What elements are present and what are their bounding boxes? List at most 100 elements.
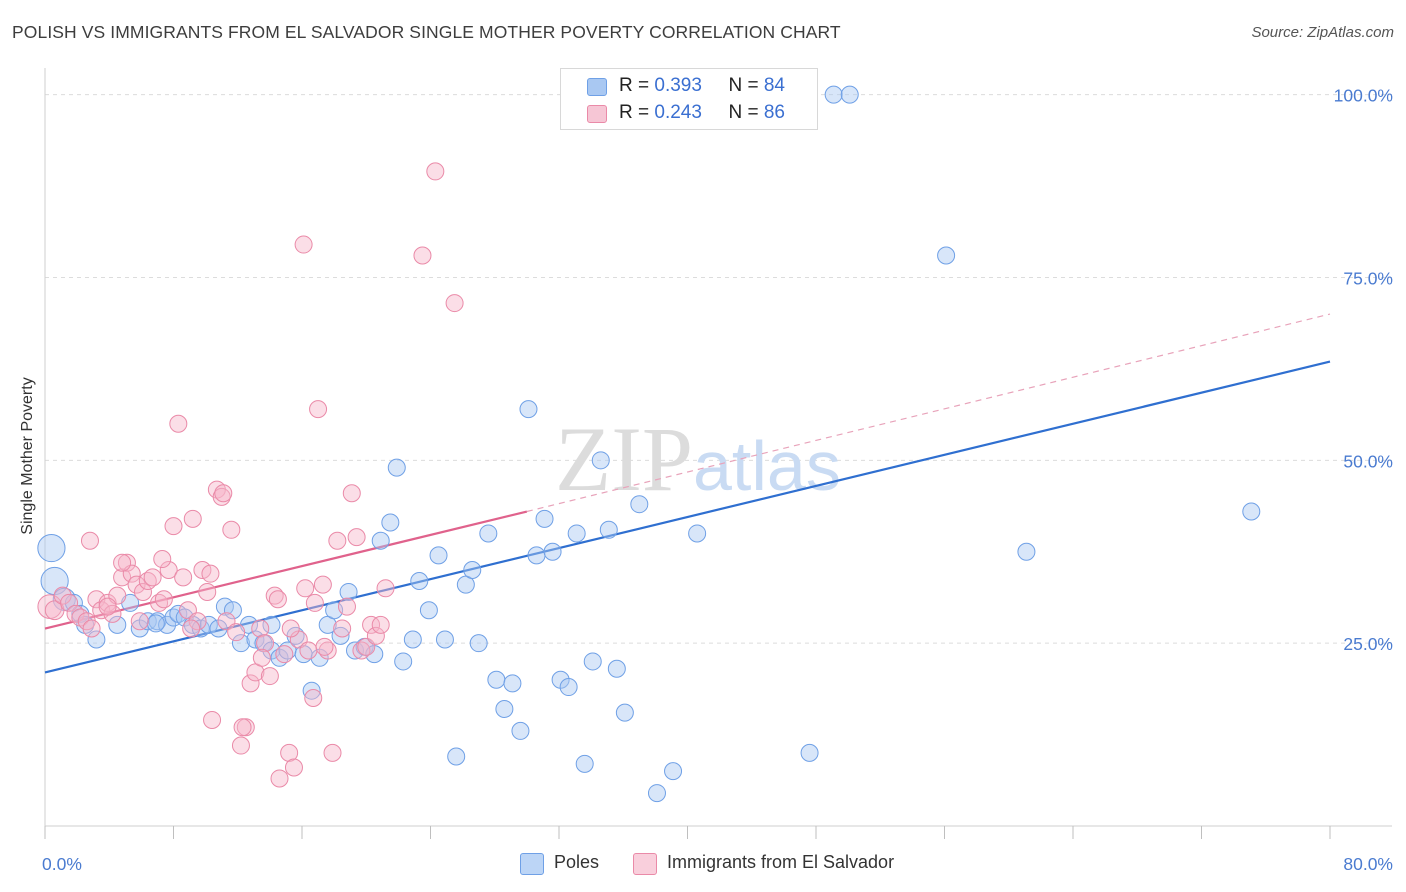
data-point bbox=[146, 614, 165, 633]
data-point bbox=[371, 531, 390, 550]
data-point bbox=[82, 619, 101, 638]
data-point bbox=[394, 652, 413, 671]
y-axis-label: Single Mother Poverty bbox=[19, 377, 36, 534]
data-point bbox=[201, 564, 220, 583]
data-point bbox=[108, 615, 127, 634]
data-point bbox=[313, 575, 332, 594]
data-point bbox=[113, 553, 132, 572]
legend-swatch-el-salvador bbox=[633, 853, 657, 875]
data-point bbox=[231, 736, 250, 755]
y-tick-label: 25.0% bbox=[1343, 634, 1393, 654]
data-point bbox=[387, 458, 406, 477]
data-point bbox=[251, 619, 270, 638]
data-point bbox=[138, 571, 157, 590]
data-point bbox=[159, 561, 178, 580]
trend-line-poles bbox=[44, 360, 1331, 674]
legend-swatch-poles bbox=[520, 853, 544, 875]
y-tick-label: 100.0% bbox=[1334, 86, 1393, 106]
axes bbox=[44, 68, 1392, 839]
legend-swatch-poles bbox=[587, 78, 607, 96]
data-point bbox=[591, 451, 610, 470]
data-point bbox=[413, 246, 432, 265]
r-value: 0.243 bbox=[654, 102, 702, 123]
data-point bbox=[511, 721, 530, 740]
data-point bbox=[366, 626, 385, 645]
data-point bbox=[296, 579, 315, 598]
data-point bbox=[342, 484, 361, 503]
data-point bbox=[143, 568, 162, 587]
watermark: ZIPatlas bbox=[555, 408, 841, 510]
y-tick-label: 50.0% bbox=[1343, 451, 1393, 471]
data-point bbox=[607, 659, 626, 678]
data-point bbox=[599, 520, 618, 539]
r-label: R = bbox=[619, 102, 655, 123]
data-point bbox=[270, 769, 289, 788]
data-point bbox=[304, 689, 323, 708]
data-point bbox=[268, 590, 287, 609]
data-point bbox=[60, 593, 79, 612]
data-point bbox=[302, 681, 321, 700]
data-point bbox=[37, 533, 66, 563]
data-point bbox=[339, 582, 358, 601]
correlation-legend: R = 0.393 N = 84 R = 0.243 N = 86 bbox=[560, 68, 818, 130]
data-point bbox=[113, 568, 132, 587]
grid bbox=[45, 94, 1392, 644]
legend-label-el-salvador: Immigrants from El Salvador bbox=[667, 852, 895, 872]
data-point bbox=[127, 575, 146, 594]
data-point bbox=[199, 615, 218, 634]
y-tick-label: 75.0% bbox=[1343, 268, 1393, 288]
data-point bbox=[265, 586, 284, 605]
data-point bbox=[469, 634, 488, 653]
data-point bbox=[256, 634, 275, 653]
data-point bbox=[299, 641, 318, 660]
data-point bbox=[241, 674, 260, 693]
data-point bbox=[664, 762, 683, 781]
data-point bbox=[158, 615, 177, 634]
data-point bbox=[222, 520, 241, 539]
series-el-salvador bbox=[37, 162, 464, 788]
data-point bbox=[315, 637, 334, 656]
data-point bbox=[98, 597, 117, 616]
data-point bbox=[153, 550, 172, 569]
data-point bbox=[203, 710, 222, 729]
data-point bbox=[347, 528, 366, 547]
data-point bbox=[53, 586, 72, 605]
data-point bbox=[487, 670, 506, 689]
data-point bbox=[214, 484, 233, 503]
n-value: 86 bbox=[763, 102, 785, 123]
data-point bbox=[260, 667, 279, 686]
data-point bbox=[154, 590, 173, 609]
legend-swatch-el-salvador bbox=[587, 105, 607, 123]
data-point bbox=[937, 246, 956, 265]
legend-label-poles: Poles bbox=[554, 852, 600, 872]
data-point bbox=[164, 517, 183, 536]
data-point bbox=[445, 294, 464, 313]
x-tick-labels: 0.0% 80.0% bbox=[42, 854, 1393, 874]
data-point bbox=[328, 531, 347, 550]
data-point bbox=[337, 597, 356, 616]
data-point bbox=[429, 546, 448, 565]
data-point bbox=[188, 612, 207, 631]
data-point bbox=[227, 623, 246, 642]
r-label: R = bbox=[619, 75, 655, 96]
data-point bbox=[559, 678, 578, 697]
data-point bbox=[419, 601, 438, 620]
data-point bbox=[252, 648, 271, 667]
data-point bbox=[280, 743, 299, 762]
data-point bbox=[575, 754, 594, 773]
data-point bbox=[371, 615, 390, 634]
data-point bbox=[133, 582, 152, 601]
trend-lines bbox=[44, 313, 1331, 674]
data-point bbox=[495, 699, 514, 718]
x-tick-label: 80.0% bbox=[1343, 854, 1393, 874]
data-point bbox=[80, 531, 99, 550]
data-point bbox=[630, 495, 649, 514]
data-point bbox=[435, 630, 454, 649]
data-point bbox=[1017, 542, 1036, 561]
data-point bbox=[331, 626, 350, 645]
data-point bbox=[376, 579, 395, 598]
data-point bbox=[223, 601, 242, 620]
data-point bbox=[150, 593, 169, 612]
watermark-atlas: atlas bbox=[693, 427, 841, 505]
